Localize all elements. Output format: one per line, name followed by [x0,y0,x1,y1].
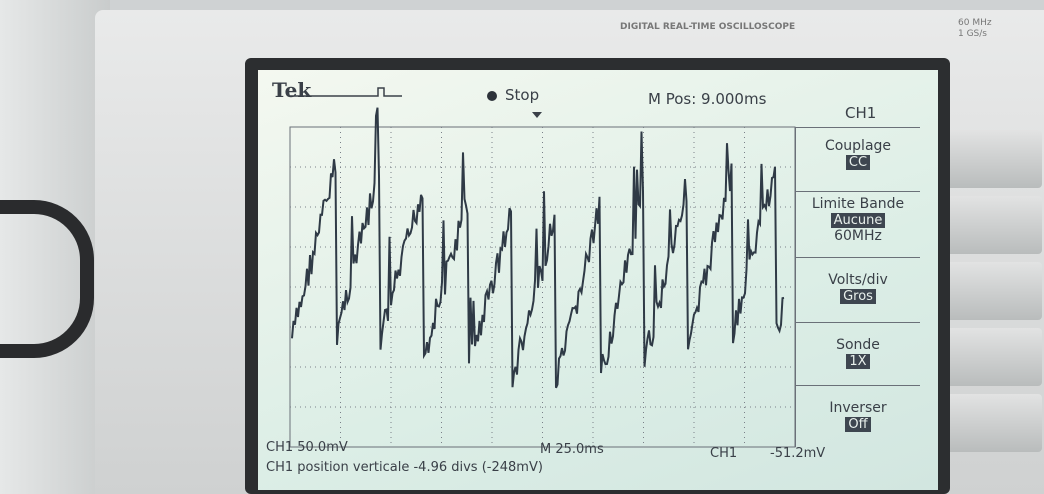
soft-button[interactable] [938,394,1042,452]
acquisition-state: Stop [505,86,540,104]
menu-value: 1X [846,354,870,369]
menu-item[interactable]: Couplage CC [796,127,920,190]
signal-trace [291,107,785,389]
time-scale: M 25.0ms [540,442,604,457]
menu-label: Sonde [836,337,880,353]
trigger-icon [290,87,402,97]
soft-button[interactable] [938,328,1042,386]
brand: Tek [272,78,312,102]
soft-button[interactable] [938,262,1042,320]
soft-button[interactable] [938,130,1042,188]
trigger-position-marker [532,112,542,118]
soft-button[interactable] [938,196,1042,254]
model-label: DIGITAL REAL-TIME OSCILLOSCOPE [620,22,796,32]
channel-scale: CH1 50.0mV [266,440,348,455]
menu-label: Limite Bande [811,196,905,212]
menu-label: Couplage [824,138,892,154]
menu-value: Gros [840,289,876,304]
menu-item[interactable]: Sonde 1X [796,322,920,385]
menu-item[interactable]: Inverser Off [796,385,920,448]
bandwidth-label: 60 MHz [958,18,992,28]
trigger-level: -51.2mV [770,446,826,461]
trigger-source: CH1 [710,446,738,461]
horizontal-position: M Pos: 9.000ms [648,90,767,108]
menu-item[interactable]: Limite Bande Aucune 60MHz [796,191,920,254]
sample-rate-label: 1 GS/s [958,29,987,39]
screen [258,70,938,490]
menu-item[interactable]: Volts/div Gros [796,257,920,320]
menu-value: Aucune [830,213,886,228]
status-message: CH1 position verticale -4.96 divs (-248m… [266,460,543,475]
menu-value: Off [845,417,871,432]
menu-label: Volts/div [828,272,888,288]
menu-label: Inverser [829,400,887,416]
stop-dot [487,91,497,101]
menu-channel: CH1 [845,104,877,122]
side-menu: Couplage CC Limite Bande Aucune 60MHz Vo… [795,127,921,447]
menu-extra: 60MHz [834,228,882,244]
menu-value: CC [845,155,871,170]
